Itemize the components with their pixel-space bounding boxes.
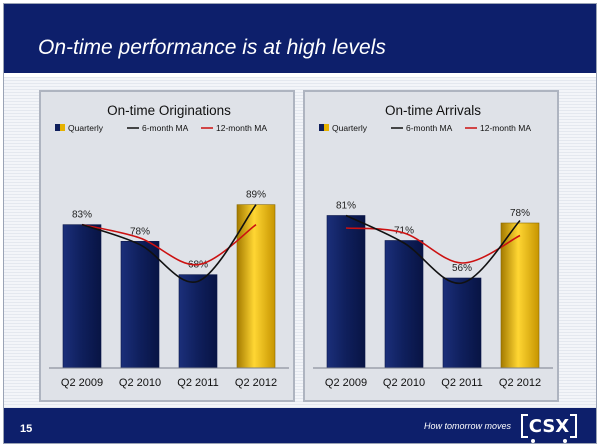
- chart-title: On-time Arrivals: [385, 103, 481, 118]
- value-label-q2-2009: 83%: [72, 210, 92, 221]
- legend-label-6-month-ma: 6-month MA: [142, 123, 189, 133]
- legend-swatch-quarterly-gold: [60, 124, 65, 131]
- category-label-q2-2010: Q2 2010: [383, 377, 425, 389]
- legend-label-quarterly: Quarterly: [332, 123, 368, 133]
- bar-q2-2010: [120, 241, 160, 369]
- logo-text: CSX: [528, 416, 570, 437]
- legend-label-6-month-ma: 6-month MA: [406, 123, 453, 133]
- legend-label-12-month-ma: 12-month MA: [216, 123, 267, 133]
- csx-logo: CSX: [521, 413, 577, 443]
- slide: On-time performance is at high levels On…: [3, 3, 597, 444]
- value-label-q2-2010: 71%: [394, 226, 414, 237]
- line-6-month-ma: [345, 214, 521, 284]
- logo-bracket-right: [570, 414, 577, 438]
- value-label-q2-2011: 56%: [452, 263, 472, 274]
- page-number: 15: [20, 423, 33, 435]
- bar-q2-2012: [500, 222, 540, 369]
- header-bar: On-time performance is at high levels: [4, 4, 596, 73]
- legend-swatch-quarterly-navy: [55, 124, 60, 131]
- chart-panel-arrivals: On-time Arrivals Quarterly 6-month MA 12-mo…: [303, 90, 559, 402]
- logo-wheel-dot: [531, 439, 535, 443]
- chart-arrivals: On-time Arrivals Quarterly 6-month MA 12-mo…: [313, 103, 553, 389]
- line-12-month-ma: [81, 223, 257, 266]
- value-label-q2-2012: 78%: [510, 208, 530, 219]
- category-label-q2-2011: Q2 2011: [441, 377, 482, 389]
- legend-swatch-quarterly-gold: [324, 124, 329, 131]
- tagline: How tomorrow moves: [424, 421, 512, 431]
- category-label-q2-2009: Q2 2009: [61, 377, 103, 389]
- bar-q2-2009: [62, 224, 102, 369]
- slide-title: On-time performance is at high levels: [38, 36, 386, 59]
- bar-q2-2012: [236, 204, 276, 369]
- legend-label-12-month-ma: 12-month MA: [480, 123, 531, 133]
- value-label-q2-2010: 78%: [130, 226, 150, 237]
- category-label-q2-2011: Q2 2011: [177, 377, 218, 389]
- legend: Quarterly 6-month MA 12-month MA: [55, 123, 267, 133]
- category-label-q2-2012: Q2 2012: [499, 377, 541, 389]
- line-6-month-ma: [81, 204, 257, 283]
- category-label-q2-2009: Q2 2009: [325, 377, 367, 389]
- bar-q2-2010: [384, 240, 424, 369]
- line-12-month-ma: [345, 227, 521, 264]
- chart-panel-originations: On-time Originations Quarterly 6-month MA 1…: [39, 90, 295, 402]
- bar-q2-2011: [178, 274, 218, 369]
- logo-wheel-dot: [563, 439, 567, 443]
- value-label-q2-2009: 81%: [336, 201, 356, 212]
- legend-swatch-quarterly-navy: [319, 124, 324, 131]
- category-label-q2-2010: Q2 2010: [119, 377, 161, 389]
- header-divider: [4, 73, 596, 77]
- category-label-q2-2012: Q2 2012: [235, 377, 277, 389]
- chart-title: On-time Originations: [107, 103, 231, 118]
- legend: Quarterly 6-month MA 12-month MA: [319, 123, 531, 133]
- content-area: On-time Originations Quarterly 6-month MA 1…: [4, 77, 596, 408]
- legend-label-quarterly: Quarterly: [68, 123, 104, 133]
- footer-bar: 15 How tomorrow moves CSX: [4, 408, 596, 443]
- logo-bracket-left: [521, 414, 528, 438]
- bar-q2-2011: [442, 277, 482, 369]
- value-label-q2-2012: 89%: [246, 190, 266, 201]
- bar-q2-2009: [326, 215, 366, 369]
